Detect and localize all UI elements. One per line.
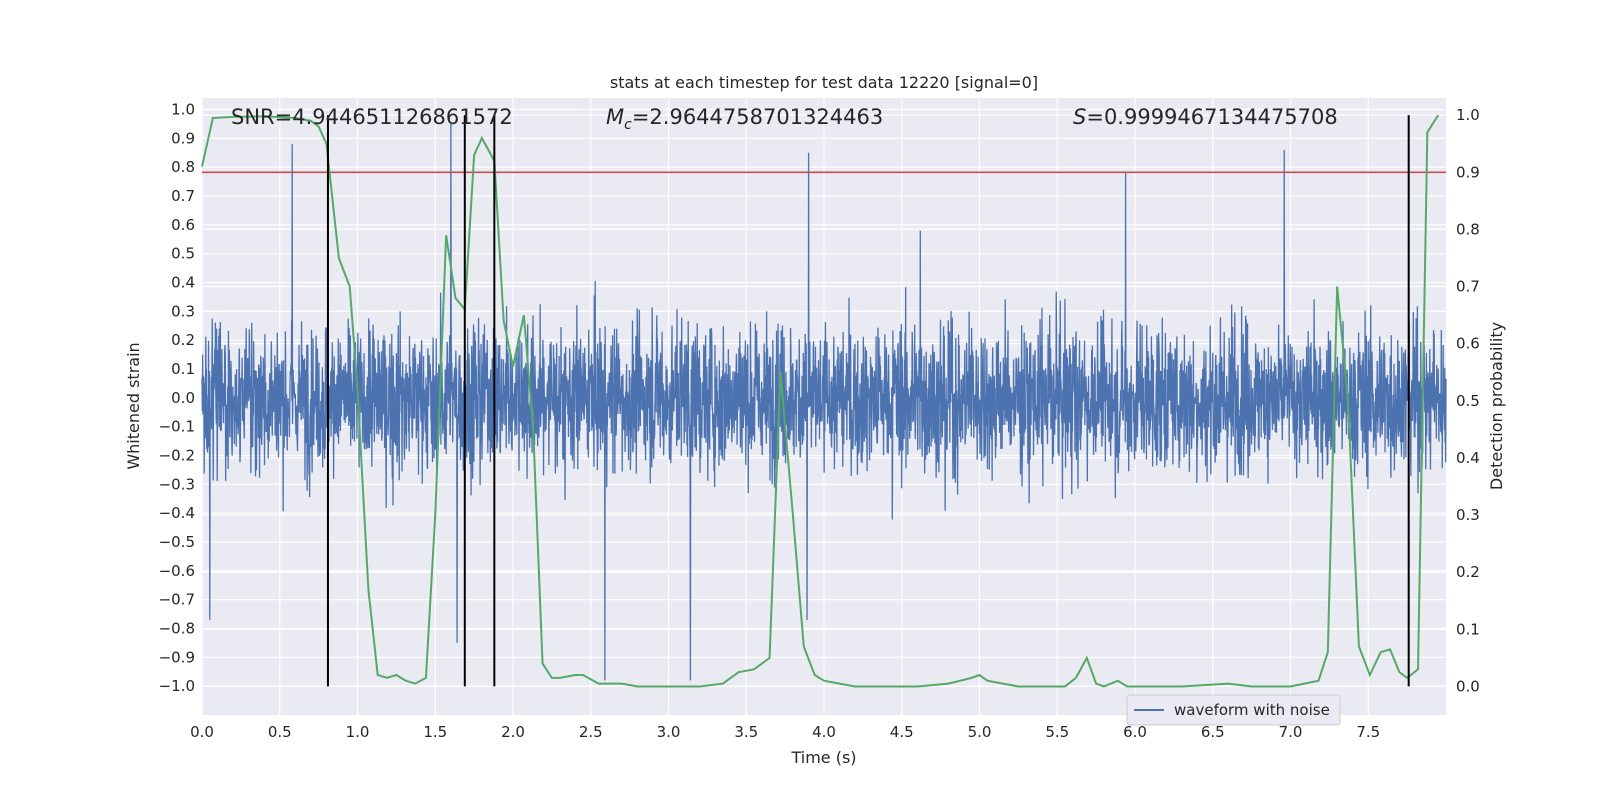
snr-annotation: SNR=4.944651126861572 (231, 105, 513, 129)
y-tick-label: −0.9 (159, 648, 195, 666)
x-tick-label: 0.0 (190, 723, 214, 741)
y-tick-label: −0.2 (159, 447, 195, 465)
y-tick-label: −0.5 (159, 533, 195, 551)
x-axis-label: Time (s) (790, 748, 856, 767)
x-tick-label: 5.0 (968, 723, 992, 741)
y-tick-label: 1.0 (171, 101, 195, 119)
x-tick-label: 4.0 (812, 723, 836, 741)
y2-tick-label: 1.0 (1456, 106, 1480, 124)
y-tick-label: −0.4 (159, 504, 195, 522)
y-tick-label: 0.9 (171, 129, 195, 147)
y-tick-label: 0.1 (171, 360, 195, 378)
waveform-series (201, 123, 1447, 681)
y2-axis-label: Detection probability (1487, 322, 1506, 490)
y-tick-label: 0.4 (171, 274, 195, 292)
y-tick-label: 0.6 (171, 216, 195, 234)
x-tick-label: 1.5 (423, 723, 447, 741)
x-tick-label: 1.0 (346, 723, 370, 741)
y2-tick-label: 0.0 (1456, 677, 1480, 695)
chirp-mass-value: =2.9644758701324463 (632, 105, 883, 129)
y-tick-label: 0.2 (171, 331, 195, 349)
y2-tick-label: 0.5 (1456, 392, 1480, 410)
y-axis-ticks: 1.0 0.9 0.8 0.7 0.6 0.5 0.4 0.3 0.2 0.1 0.0 −0.1 −0.… (159, 101, 195, 696)
legend: waveform with noise (1126, 694, 1341, 726)
probability-line (201, 114, 1440, 688)
x-tick-label: 0.5 (268, 723, 292, 741)
x-tick-label: 3.5 (734, 723, 758, 741)
y-tick-label: 0.7 (171, 187, 195, 205)
y2-tick-label: 0.3 (1456, 506, 1480, 524)
y2-tick-label: 0.1 (1456, 620, 1480, 638)
chirp-mass-subscript: c (624, 117, 632, 133)
chart-title: stats at each timestep for test data 122… (610, 73, 1038, 92)
y2-tick-label: 0.9 (1456, 163, 1480, 181)
legend-box (1126, 694, 1341, 726)
y-tick-label: −0.6 (159, 562, 195, 580)
x-axis-ticks: 0.0 0.5 1.0 1.5 2.0 2.5 3.0 3.5 4.0 4.5 5.0 5.5 6.0 6… (190, 723, 1380, 741)
x-tick-label: 5.5 (1045, 723, 1069, 741)
legend-label: waveform with noise (1174, 701, 1330, 719)
chirp-mass-symbol: M (606, 105, 624, 129)
waveform-line (201, 123, 1447, 681)
probability-series (201, 114, 1446, 688)
y-tick-label: −0.1 (159, 418, 195, 436)
y2-axis-ticks: 1.0 0.9 0.8 0.7 0.6 0.5 0.4 0.3 0.2 0.1 0.0 (1456, 106, 1480, 695)
y2-tick-label: 0.2 (1456, 563, 1480, 581)
y-tick-label: 0.5 (171, 245, 195, 263)
event-markers (326, 115, 1410, 687)
y2-tick-label: 0.4 (1456, 449, 1480, 467)
y2-tick-label: 0.6 (1456, 335, 1480, 353)
x-tick-label: 2.0 (501, 723, 525, 741)
y2-tick-label: 0.7 (1456, 278, 1480, 296)
x-tick-label: 6.0 (1123, 723, 1147, 741)
y-tick-label: 0.0 (171, 389, 195, 407)
s-symbol: S (1073, 105, 1086, 129)
y-tick-label: 0.8 (171, 158, 195, 176)
x-tick-label: 4.5 (890, 723, 914, 741)
chirp-mass-annotation: Mc=2.9644758701324463 (606, 105, 883, 133)
x-tick-label: 7.0 (1279, 723, 1303, 741)
y-tick-label: −0.3 (159, 475, 195, 493)
x-tick-label: 3.0 (657, 723, 681, 741)
y-tick-label: 0.3 (171, 302, 195, 320)
x-tick-label: 2.5 (579, 723, 603, 741)
x-tick-label: 7.5 (1356, 723, 1380, 741)
x-tick-label: 6.5 (1201, 723, 1225, 741)
y-tick-label: −0.8 (159, 620, 195, 638)
y2-tick-label: 0.8 (1456, 220, 1480, 238)
y-tick-label: −0.7 (159, 591, 195, 609)
y-axis-label: Whitened strain (124, 342, 143, 469)
s-value: =0.9999467134475708 (1086, 105, 1337, 129)
y-tick-label: −1.0 (159, 677, 195, 695)
s-annotation: S=0.9999467134475708 (1073, 105, 1338, 129)
